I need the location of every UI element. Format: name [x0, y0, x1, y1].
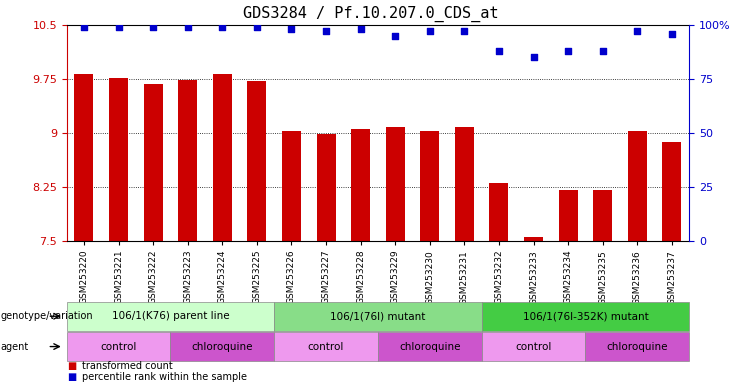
Point	[216, 24, 228, 30]
Text: chloroquine: chloroquine	[607, 341, 668, 352]
Point	[597, 48, 608, 54]
Bar	[109, 78, 128, 241]
Point	[78, 24, 90, 30]
Text: percentile rank within the sample: percentile rank within the sample	[82, 372, 247, 382]
Bar	[282, 131, 301, 241]
Text: control: control	[100, 341, 137, 352]
Bar	[455, 127, 474, 241]
Bar	[662, 142, 682, 241]
Text: transformed count: transformed count	[82, 361, 172, 371]
Point	[285, 26, 297, 32]
Bar	[213, 74, 232, 241]
Point	[147, 24, 159, 30]
Bar	[144, 84, 162, 241]
Point	[251, 24, 263, 30]
Text: 106/1(76I-352K) mutant: 106/1(76I-352K) mutant	[522, 311, 648, 321]
Text: GDS3284 / Pf.10.207.0_CDS_at: GDS3284 / Pf.10.207.0_CDS_at	[243, 6, 498, 22]
Point	[562, 48, 574, 54]
Point	[389, 33, 401, 39]
Point	[459, 28, 471, 35]
Point	[320, 28, 332, 35]
Bar	[247, 81, 266, 241]
Point	[528, 54, 539, 60]
Text: control: control	[515, 341, 552, 352]
Text: 106/1(K76) parent line: 106/1(K76) parent line	[112, 311, 229, 321]
Bar	[628, 131, 647, 241]
Point	[424, 28, 436, 35]
Point	[113, 24, 124, 30]
Text: control: control	[308, 341, 345, 352]
Bar	[559, 190, 577, 241]
Bar	[178, 79, 197, 241]
Bar	[385, 127, 405, 241]
Bar	[351, 129, 370, 241]
Point	[355, 26, 367, 32]
Text: genotype/variation: genotype/variation	[1, 311, 93, 321]
Point	[631, 28, 643, 35]
Bar	[316, 134, 336, 241]
Text: chloroquine: chloroquine	[192, 341, 253, 352]
Text: ■: ■	[67, 372, 76, 382]
Text: 106/1(76I) mutant: 106/1(76I) mutant	[330, 311, 425, 321]
Point	[666, 30, 678, 36]
Point	[493, 48, 505, 54]
Bar	[593, 190, 612, 241]
Text: agent: agent	[1, 341, 29, 352]
Bar	[489, 183, 508, 241]
Bar	[524, 237, 543, 241]
Text: ■: ■	[67, 361, 76, 371]
Bar	[74, 74, 93, 241]
Bar	[420, 131, 439, 241]
Point	[182, 24, 193, 30]
Text: chloroquine: chloroquine	[399, 341, 460, 352]
